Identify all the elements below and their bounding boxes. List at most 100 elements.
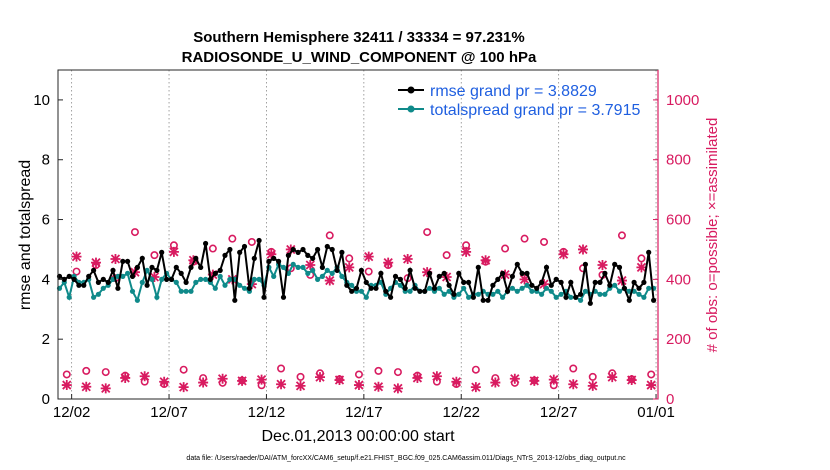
obs-possible-marker [82, 366, 91, 375]
rmse-point [71, 276, 77, 282]
obs-possible-marker [588, 372, 597, 381]
y-left-tick-label: 2 [42, 331, 50, 348]
rmse-point [115, 285, 121, 291]
rmse-point [616, 264, 623, 270]
rmse-point [173, 264, 179, 270]
rmse-point [134, 264, 140, 270]
obs-possible-marker [130, 228, 139, 237]
rmse-point [539, 279, 545, 285]
obs-assimilated-marker [315, 372, 326, 383]
totalspread-point [149, 276, 155, 282]
obs-possible-marker [72, 267, 81, 276]
rmse-point [129, 273, 136, 279]
rmse-point [300, 246, 306, 253]
totalspread-point [295, 264, 301, 270]
totalspread-point [198, 276, 204, 282]
rmse-point [183, 279, 189, 285]
totalspread-point [139, 279, 145, 285]
x-tick-label: 12/02 [53, 404, 91, 421]
obs-possible-marker [442, 251, 451, 260]
totalspread-point [407, 288, 413, 294]
rmse-point [251, 255, 257, 261]
obs-assimilated-marker [81, 381, 92, 392]
y-right-tick-label: 1000 [666, 92, 699, 109]
obs-assimilated-marker [548, 374, 559, 385]
totalspread-point [446, 288, 452, 294]
totalspread-point [178, 288, 184, 294]
totalspread-point [582, 288, 589, 294]
obs-possible-marker [296, 372, 305, 381]
rmse-point [495, 276, 501, 282]
rmse-point [110, 267, 116, 273]
obs-assimilated-marker [529, 375, 540, 386]
rmse-point [466, 279, 472, 285]
rmse-point [490, 282, 496, 288]
chart-title-line2: RADIOSONDE_U_WIND_COMPONENT @ 100 hPa [182, 49, 537, 66]
rmse-point [504, 288, 511, 294]
rmse-point [636, 285, 642, 291]
obs-possible-marker [617, 231, 626, 240]
rmse-point [339, 249, 345, 255]
totalspread-point [466, 294, 472, 300]
x-tick-label: 12/22 [442, 404, 480, 421]
obs-possible-marker [150, 251, 159, 260]
obs-count-markers [61, 228, 657, 394]
rmse-point [475, 264, 481, 270]
totalspread-point [397, 282, 403, 288]
rmse-point [266, 258, 272, 264]
obs-possible-marker [101, 368, 110, 377]
rmse-point [578, 291, 584, 297]
rmse-point [319, 264, 325, 270]
rmse-point [651, 297, 657, 303]
y-left-tick-label: 6 [42, 212, 50, 229]
totalspread-point [144, 267, 150, 273]
totalspread-point [280, 264, 287, 270]
x-tick-label: 12/07 [150, 404, 188, 421]
obs-possible-marker [374, 366, 383, 375]
obs-assimilated-marker [61, 380, 72, 391]
totalspread-point [543, 285, 550, 291]
obs-assimilated-marker [490, 377, 501, 388]
rmse-point [470, 294, 476, 300]
totalspread-point [427, 285, 433, 291]
rmse-point [422, 288, 428, 294]
rmse-point [324, 243, 330, 250]
rmse-point [485, 297, 491, 303]
rmse-point [388, 294, 394, 300]
rmse-point [61, 276, 67, 282]
rmse-point [329, 246, 335, 253]
obs-assimilated-marker [120, 372, 131, 383]
totalspread-point [456, 291, 462, 297]
obs-possible-marker [647, 370, 656, 379]
rmse-point [573, 294, 579, 300]
rmse-point [334, 267, 340, 273]
rmse-point [563, 294, 569, 300]
obs-assimilated-marker [217, 373, 228, 384]
obs-assimilated-marker [383, 257, 394, 268]
grid-lines [71, 70, 657, 399]
totalspread-point [529, 288, 535, 294]
obs-assimilated-marker [188, 255, 199, 266]
y-right-tick-label: 400 [666, 271, 691, 288]
rmse-point [383, 288, 389, 294]
totalspread-point [646, 285, 652, 291]
obs-assimilated-marker [607, 372, 618, 383]
rmse-point [612, 261, 618, 267]
rmse-point [461, 279, 467, 285]
obs-assimilated-marker [178, 382, 189, 393]
y-right-tick-label: 200 [666, 331, 691, 348]
totalspread-point [271, 273, 277, 279]
obs-assimilated-marker [149, 271, 160, 282]
obs-assimilated-marker [597, 260, 608, 271]
rmse-point [120, 258, 126, 264]
rmse-point [582, 261, 589, 267]
obs-assimilated-marker [587, 380, 598, 391]
totalspread-point [100, 285, 106, 291]
obs-assimilated-marker [90, 257, 101, 268]
totalspread-point [612, 282, 618, 288]
totalspread-point [553, 294, 559, 300]
rmse-point [237, 249, 243, 255]
obs-assimilated-marker [295, 380, 306, 391]
totalspread-point [222, 282, 228, 288]
obs-assimilated-marker [198, 377, 209, 388]
